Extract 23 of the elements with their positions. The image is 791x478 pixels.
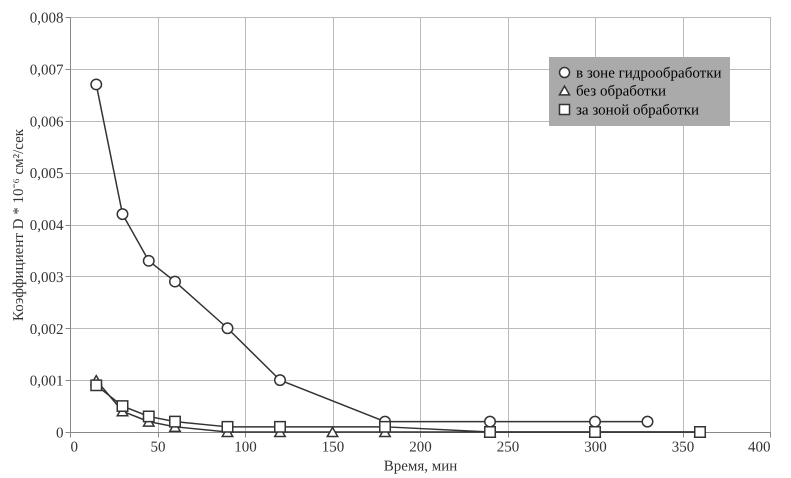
legend-label: за зоной обработки bbox=[576, 102, 700, 118]
x-tick-label: 350 bbox=[672, 440, 694, 456]
legend-label: в зоне гидрообработки bbox=[576, 66, 722, 82]
y-tick-label: 0,008 bbox=[30, 10, 64, 26]
y-tick-label: 0,004 bbox=[30, 218, 64, 234]
x-tick-label: 250 bbox=[496, 440, 520, 456]
y-tick-label: 0,002 bbox=[30, 322, 64, 338]
y-tick-label: 0,001 bbox=[30, 374, 64, 390]
x-tick-label: 0 bbox=[70, 440, 78, 456]
y-tick-label: 0,007 bbox=[30, 62, 64, 78]
x-tick-label: 300 bbox=[584, 440, 607, 456]
x-tick-label: 100 bbox=[234, 440, 257, 456]
x-tick-label: 150 bbox=[322, 440, 344, 456]
y-tick-label: 0,006 bbox=[30, 114, 64, 130]
y-tick-label: 0,003 bbox=[30, 270, 64, 286]
y-axis-title: Коэффициент D * 10⁻⁶ см²/сек bbox=[10, 128, 27, 322]
x-tick-label: 50 bbox=[150, 440, 166, 456]
x-axis-title: Время, мин bbox=[384, 458, 458, 474]
y-tick-label: 0 bbox=[56, 426, 64, 442]
x-tick-label: 200 bbox=[409, 440, 432, 456]
y-tick-label: 0,005 bbox=[30, 166, 64, 182]
x-tick-label: 400 bbox=[748, 440, 770, 456]
legend-label: без обработки bbox=[576, 84, 666, 100]
